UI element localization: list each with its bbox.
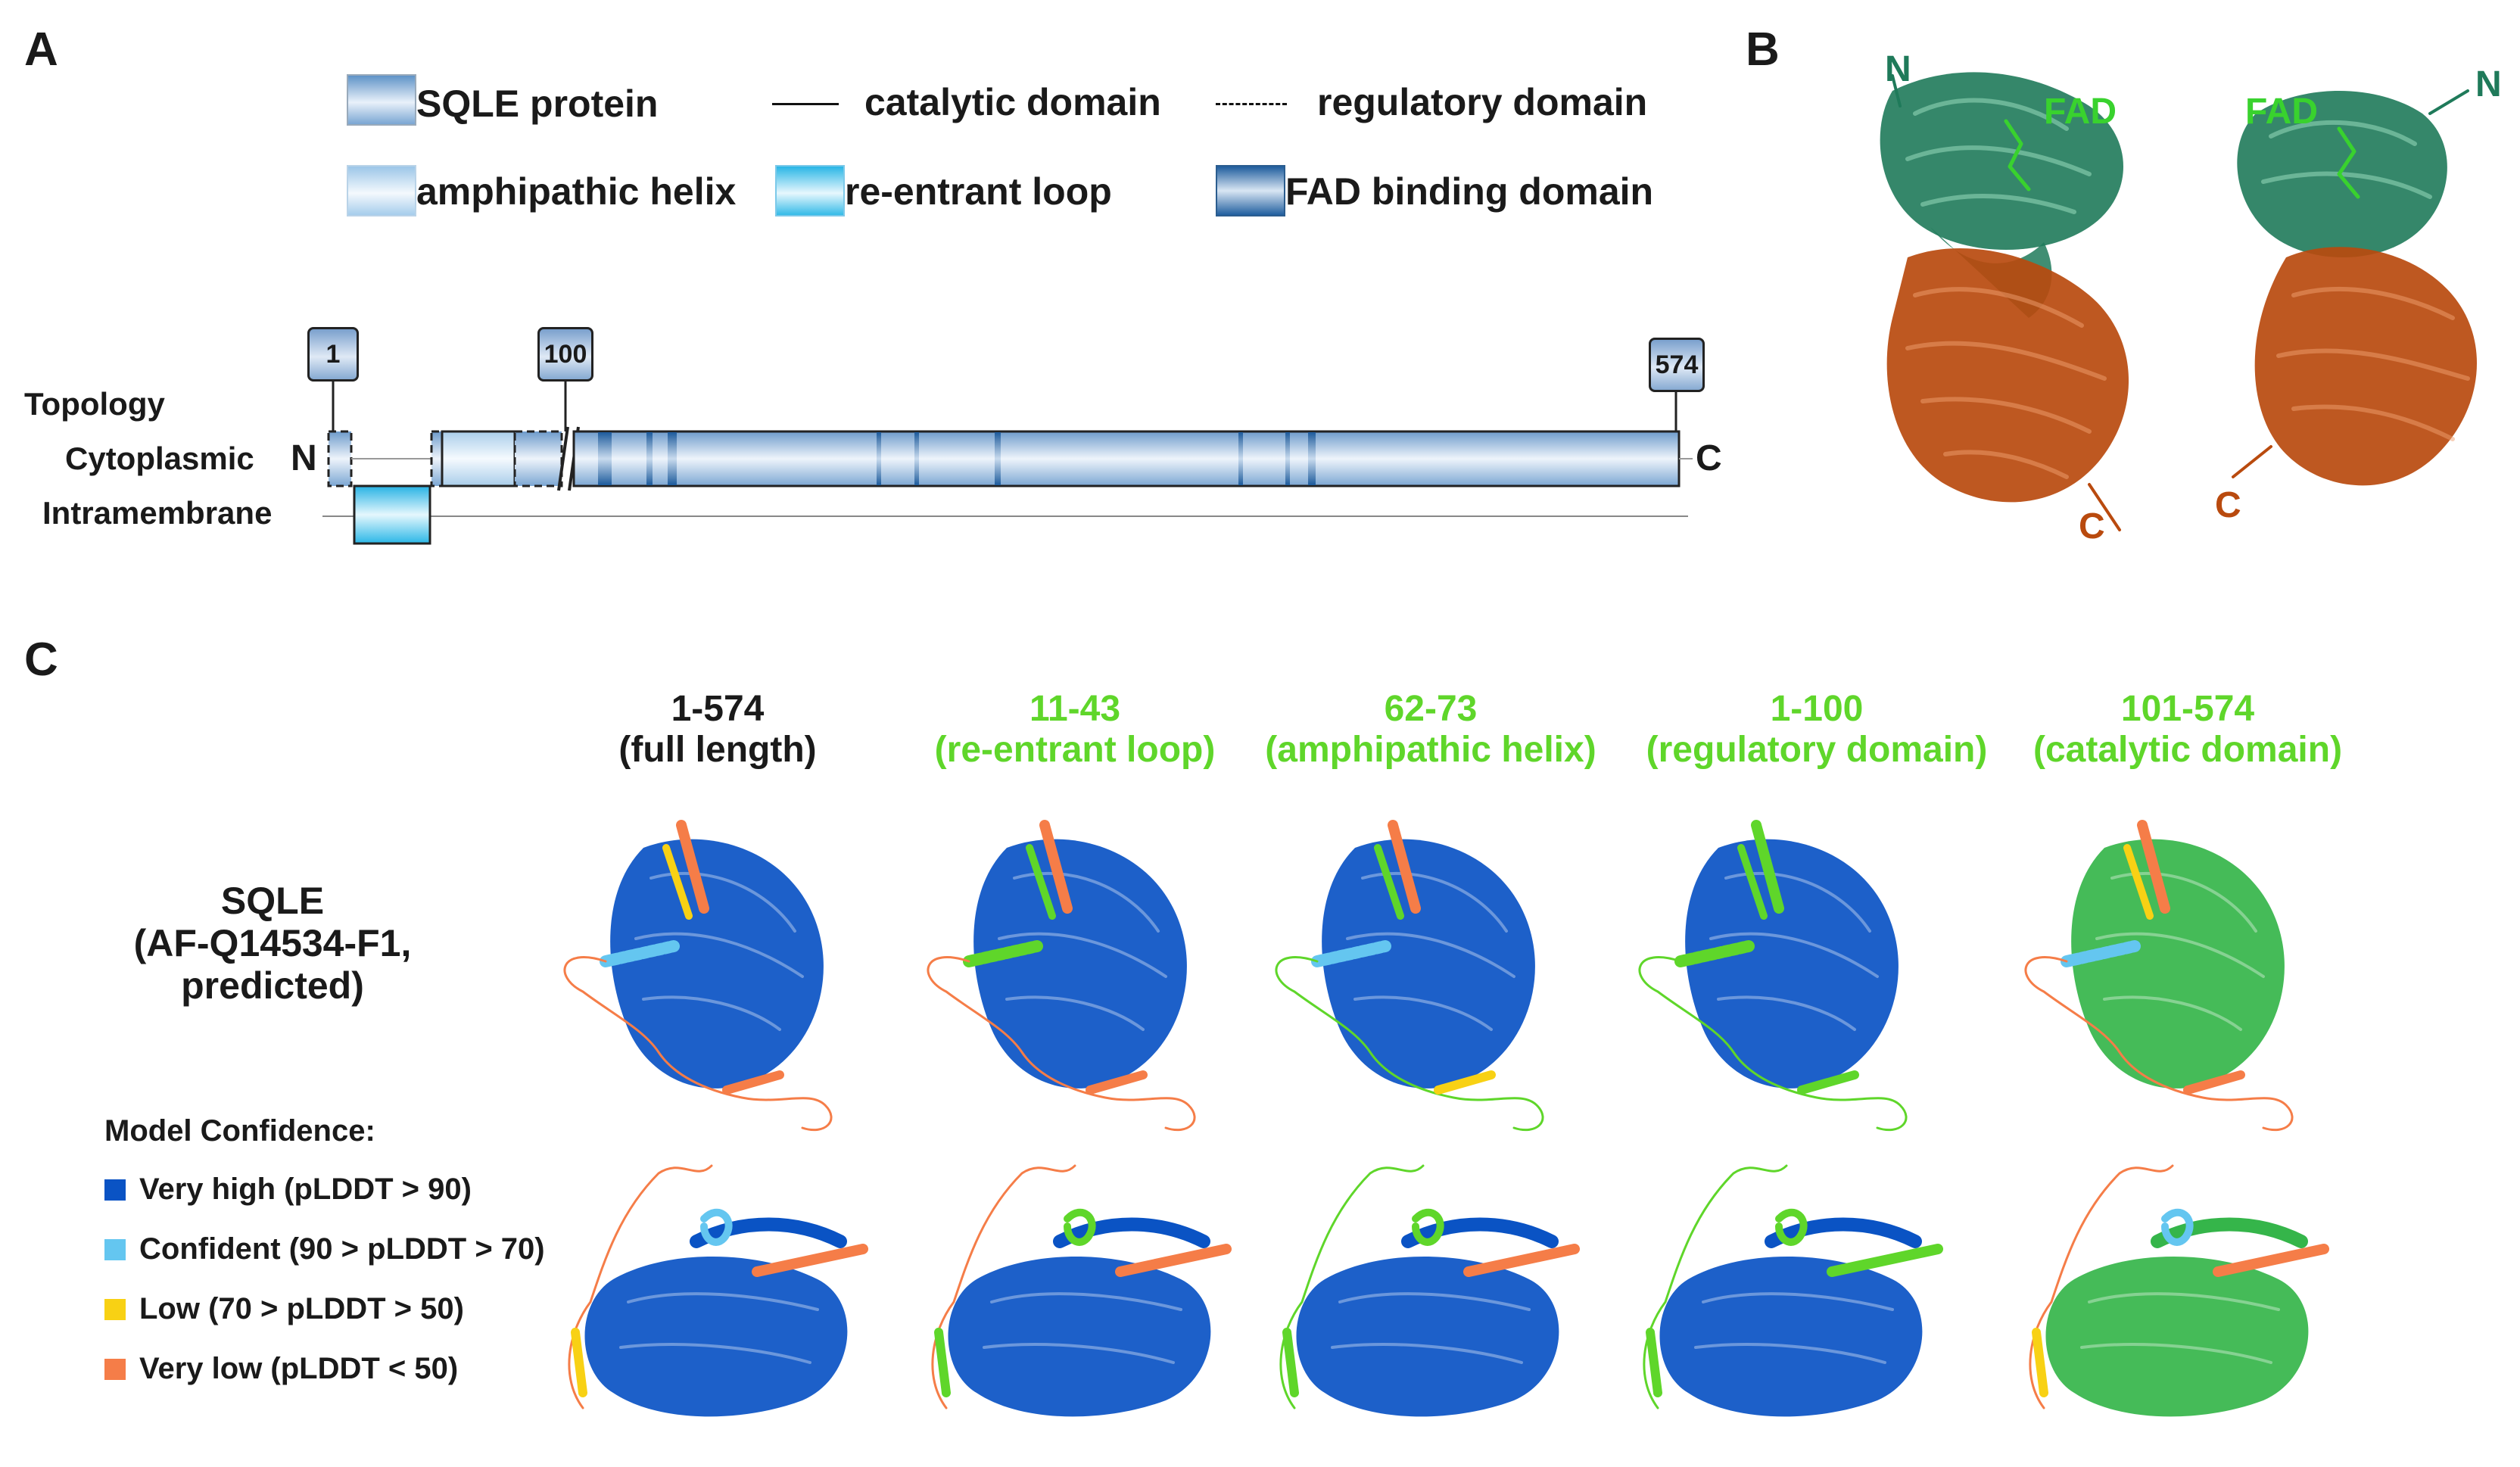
marker-residue-100: 100 [537,327,593,382]
row-label-sqle: SQLE (AF-Q14534-F1, predicted) [114,880,431,1007]
column-desc: (regulatory domain) [1646,730,1988,770]
fad-stripe [598,432,612,485]
pb-right-n-label: N [2475,64,2502,104]
column-range: 101-574 [2120,689,2255,729]
column-desc: (re-entrant loop) [934,730,1216,770]
structure-view-left [1880,72,2129,531]
c-terminus-label: C [1696,438,1722,478]
structure-bottom-5 [2029,1164,2329,1417]
confidence-label: Very low (pLDDT < 50) [139,1352,459,1385]
pb-left-fad-label: FAD [2044,92,2117,132]
structure-bottom-2 [931,1164,1232,1417]
confidence-label: Confident (90 > pLDDT > 70) [139,1232,545,1266]
marker-residue-574: 574 [1649,338,1705,392]
legend-solid-line [772,103,839,105]
n-terminus-label: N [291,438,317,478]
intramembrane-label: Intramembrane [42,495,273,531]
fad-stripe [668,432,677,485]
post-loop-segment [430,430,444,487]
row-label-line: (AF-Q14534-F1, [133,922,412,964]
confidence-legend: Model Confidence: Very high (pLDDT > 90)… [104,1114,545,1386]
pb-left-c-label: C [2079,506,2105,547]
regulatory-tail-segment [513,430,563,487]
confidence-item-very-high: Very high (pLDDT > 90) [104,1173,545,1207]
fad-binding-swatch [1216,165,1285,216]
panel-b-label: B [1746,23,1780,76]
amphipathic-helix-segment [441,430,516,487]
n-terminal-segment [327,430,353,487]
amphipathic-helix-swatch [347,165,416,216]
reentrant-loop-segment [353,484,431,545]
topology-label: Topology [24,386,165,422]
pb-right-fad-label: FAD [2245,92,2318,132]
structure-top-3 [1275,820,1544,1132]
confidence-item-very-low: Very low (pLDDT < 50) [104,1352,545,1386]
break-slash-1 [557,426,569,491]
fad-stripe [1238,432,1243,485]
confidence-item-confident: Confident (90 > pLDDT > 70) [104,1232,545,1266]
pb-right-c-label: C [2215,485,2241,525]
swatch-confident [104,1238,126,1260]
catalytic-domain-bar [572,430,1681,487]
fad-stripe [995,432,1001,485]
legend-sqle-protein: SQLE protein [416,83,659,125]
fad-stripe [914,432,919,485]
confidence-label: Very high (pLDDT > 90) [139,1173,472,1206]
confidence-label: Low (70 > pLDDT > 50) [139,1292,464,1325]
row-label-line: predicted) [181,964,364,1007]
legend-reentrant-loop: re-entrant loop [845,170,1112,213]
column-range: 62-73 [1384,689,1478,729]
legend-regulatory-domain: regulatory domain [1317,81,1648,123]
structure-bottom-4 [1643,1164,1943,1417]
reentrant-loop-swatch [775,165,845,216]
fad-stripe [877,432,881,485]
column-desc: (catalytic domain) [2033,730,2343,770]
column-title-full-length: 1-574 (full length) [551,689,884,771]
confidence-item-low: Low (70 > pLDDT > 50) [104,1292,545,1326]
swatch-very-high [104,1179,126,1201]
column-title-amphipathic-helix: 62-73 (amphipathic helix) [1257,689,1605,771]
swatch-low [104,1298,126,1320]
column-range: 1-574 [671,689,765,729]
column-range: 11-43 [1029,689,1121,729]
cytoplasmic-label: Cytoplasmic [65,441,254,476]
column-title-catalytic-domain: 101-574 (catalytic domain) [2014,689,2362,771]
fad-stripe [1308,432,1316,485]
structure-view-right [2232,89,2478,486]
structure-top-1 [563,820,833,1132]
fad-stripe [646,432,653,485]
structure-bottom-1 [568,1164,868,1417]
row-label-line: SQLE [220,880,325,922]
pb-left-n-label: N [1885,49,1911,89]
legend-dashed-line [1216,103,1287,105]
structure-bottom-3 [1279,1164,1580,1417]
column-title-regulatory-domain: 1-100 (regulatory domain) [1628,689,2006,771]
fad-stripe [1285,432,1290,485]
panel-c-label: C [24,634,58,686]
legend-amphipathic-helix: amphipathic helix [416,170,737,213]
structure-top-2 [927,820,1196,1132]
topology-diagram [322,380,1693,545]
legend-fad-binding-domain: FAD binding domain [1285,170,1654,213]
legend-catalytic-domain: catalytic domain [864,81,1161,123]
sqle-protein-swatch [347,74,416,126]
structure-top-5 [2024,820,2294,1132]
column-title-reentrant-loop: 11-43 (re-entrant loop) [908,689,1241,771]
confidence-title: Model Confidence: [104,1114,375,1148]
column-range: 1-100 [1770,689,1864,729]
column-desc: (amphipathic helix) [1265,730,1596,770]
swatch-very-low [104,1358,126,1380]
structure-top-4 [1638,820,1908,1132]
panel-a-label: A [24,23,58,76]
column-desc: (full length) [618,730,817,770]
